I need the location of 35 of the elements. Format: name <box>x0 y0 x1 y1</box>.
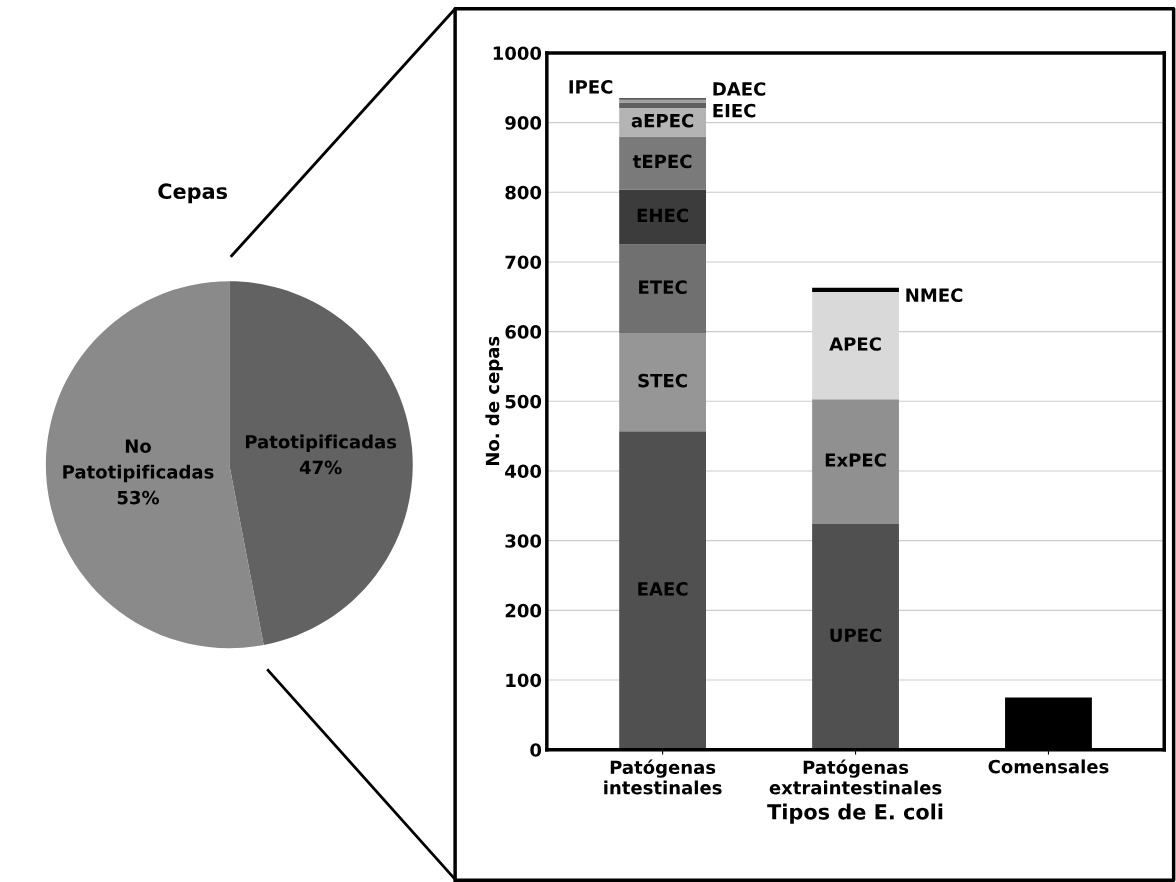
series-label: aEPEC <box>631 113 694 128</box>
series-label: tEPEC <box>632 154 692 169</box>
x-tick-label: Comensales <box>988 759 1109 774</box>
x-tick-label: Patógenas intestinales <box>604 759 722 795</box>
y-tick-label: 1000 <box>493 46 542 61</box>
y-tick-label: 400 <box>505 464 542 479</box>
data-label: 47% <box>299 460 342 475</box>
series-label: NMEC <box>906 288 963 303</box>
y-tick-label: 100 <box>506 673 542 688</box>
y-tick-label: 0 <box>530 743 542 757</box>
y-tick-label: 600 <box>505 325 542 339</box>
series-label: UPEC <box>830 628 882 643</box>
y-tick-label: 500 <box>505 394 542 409</box>
chart-title: Cepas <box>158 183 228 204</box>
y-tick-label: 200 <box>505 603 542 618</box>
data-label: 53% <box>117 490 160 505</box>
slice-label: Patotipificadas <box>245 434 397 453</box>
series-label: ExPEC <box>825 453 886 467</box>
y-tick-label: 900 <box>505 116 542 130</box>
series-label: IPEC <box>569 80 613 94</box>
pie-slice <box>229 281 413 646</box>
series-label: EIEC <box>713 103 756 118</box>
y-tick-label: 800 <box>505 185 542 200</box>
series-label: DAEC <box>713 82 766 96</box>
series-label: EHEC <box>637 208 688 223</box>
series-label: EAEC <box>638 582 688 596</box>
series-label: ETEC <box>639 280 687 295</box>
y-axis-title: No. de cepas <box>485 336 503 466</box>
slice-label: No Patotipificadas <box>63 439 214 483</box>
x-axis-title: Tipos de E. coli <box>767 803 943 824</box>
y-tick-label: 300 <box>505 534 542 548</box>
series-label: STEC <box>638 373 687 388</box>
series-label: APEC <box>829 337 881 351</box>
y-tick-label: 700 <box>505 255 542 270</box>
x-tick-label: Patógenas extraintestinales <box>769 759 942 795</box>
